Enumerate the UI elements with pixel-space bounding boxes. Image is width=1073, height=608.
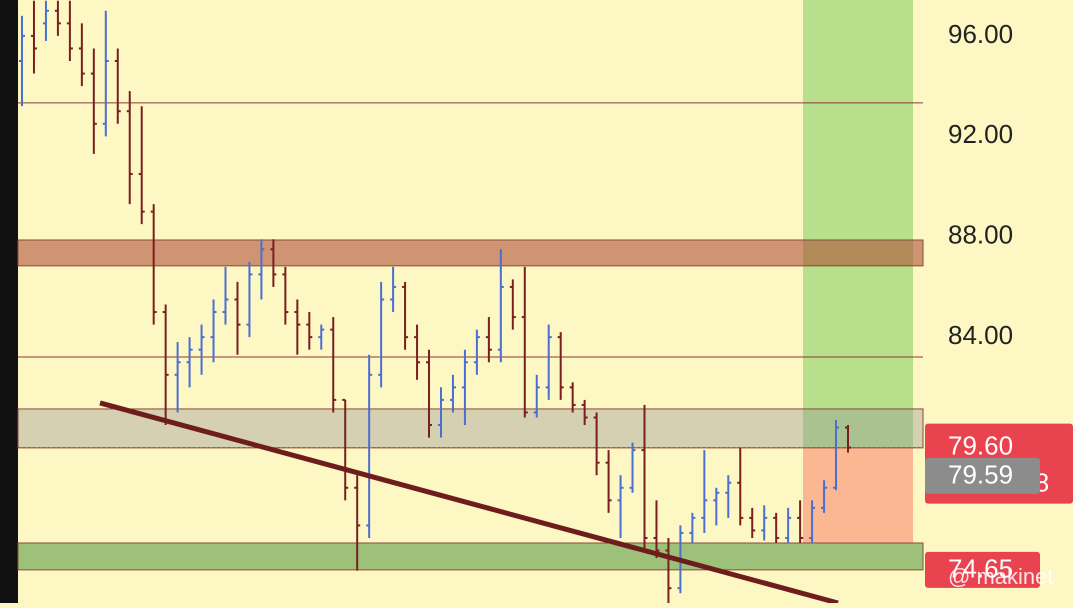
y-tick-label: 84.00 bbox=[948, 320, 1013, 350]
stop-zone bbox=[803, 447, 913, 544]
zone bbox=[17, 542, 924, 571]
y-tick-label: 92.00 bbox=[948, 119, 1013, 149]
watermark: @ makinet bbox=[948, 564, 1053, 589]
zone bbox=[17, 408, 924, 449]
left-edge bbox=[0, 0, 18, 603]
price-label: 74.65 bbox=[948, 554, 1013, 584]
y-tick-label: 88.00 bbox=[948, 220, 1013, 250]
price-label-bg bbox=[925, 551, 1040, 588]
y-tick-label: 96.00 bbox=[948, 19, 1013, 49]
price-label: 79.59 bbox=[948, 460, 1013, 490]
target-zone bbox=[803, 0, 913, 448]
zone bbox=[17, 239, 924, 267]
price-label: 79.60 bbox=[948, 430, 1013, 460]
price-label-bg bbox=[925, 457, 1040, 494]
trendline bbox=[99, 400, 839, 606]
